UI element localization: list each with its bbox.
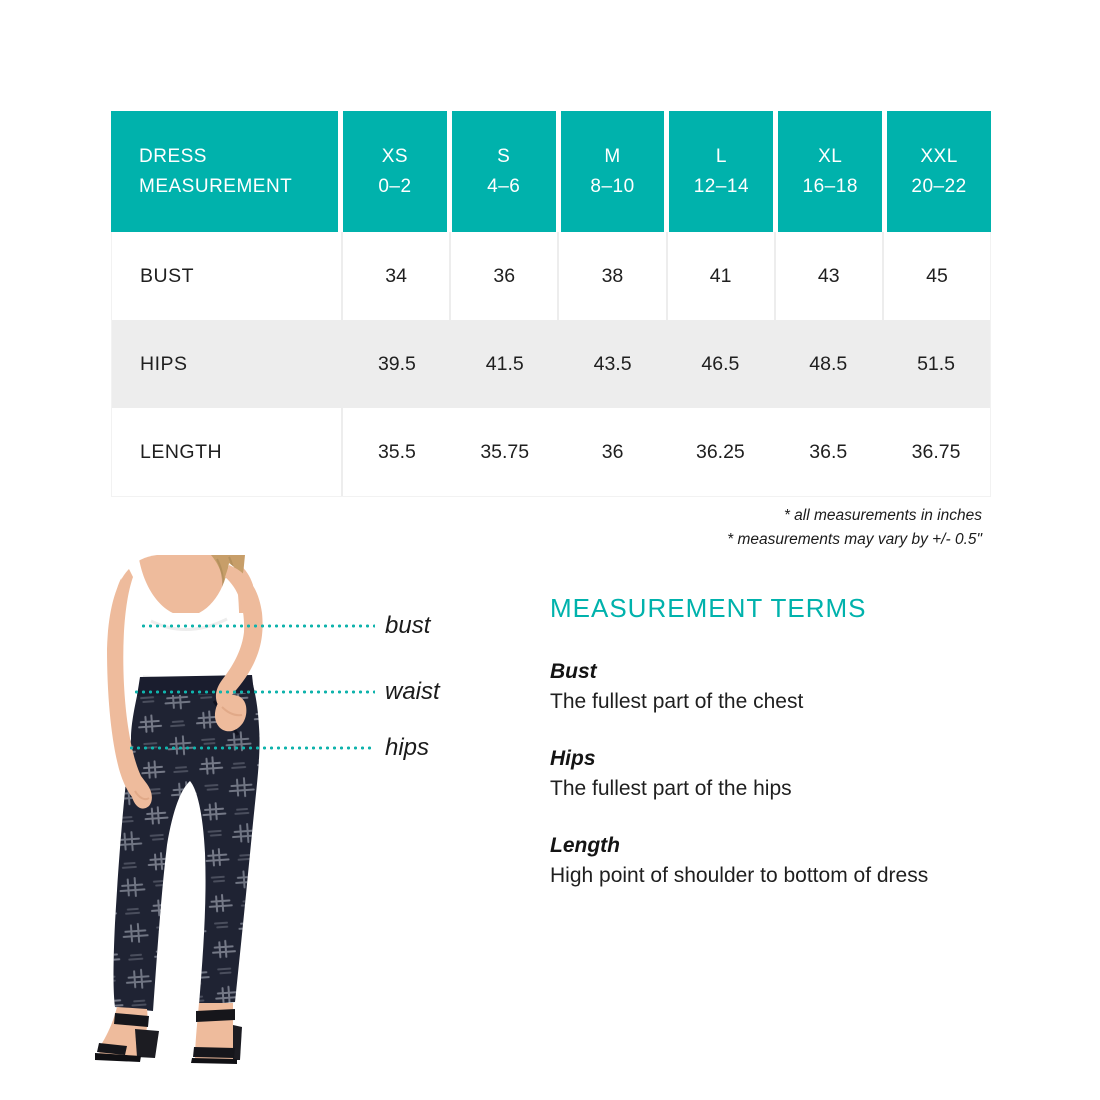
term-name: Hips	[550, 747, 596, 770]
cell-hips-xs: 39.5	[377, 352, 416, 375]
header-cell-size-xxl: XXL 20–22	[887, 111, 991, 232]
term-definition: The fullest part of the hips	[550, 777, 792, 800]
size-name: XL	[818, 145, 843, 167]
measurement-diagram: bust waist hips	[95, 555, 455, 1100]
cell-length-s: 35.75	[480, 440, 530, 463]
size-range: 20–22	[911, 175, 967, 197]
woman-figure-image	[95, 555, 263, 1064]
term-definition: The fullest part of the chest	[550, 690, 804, 713]
waist-dotted-line	[133, 690, 375, 694]
cell-hips-l: 46.5	[701, 352, 740, 375]
size-range: 8–10	[590, 175, 635, 197]
term-name: Bust	[550, 660, 597, 683]
size-chart-table: DRESS MEASUREMENT XS 0–2 S 4–6 M 8–10 L …	[111, 111, 991, 552]
size-chart-header-row: DRESS MEASUREMENT XS 0–2 S 4–6 M 8–10 L …	[111, 111, 991, 232]
header-label-line2: MEASUREMENT	[139, 175, 293, 197]
table-row-length: LENGTH 35.5 35.75 36 36.25 36.5 36.75	[112, 408, 990, 496]
header-cell-size-m: M 8–10	[560, 111, 670, 232]
table-row-bust: BUST 34 36 38 41 43 45	[112, 232, 990, 320]
cell-bust-l: 41	[668, 232, 776, 320]
size-range: 0–2	[378, 175, 412, 197]
size-name: XXL	[920, 145, 958, 167]
header-cell-size-l: L 12–14	[669, 111, 779, 232]
row-label: BUST	[112, 232, 343, 320]
header-label-line1: DRESS	[139, 145, 207, 167]
size-name: XS	[381, 145, 409, 167]
size-range: 16–18	[802, 175, 858, 197]
hips-line-label: hips	[385, 734, 430, 761]
measurement-terms-section: MEASUREMENT TERMS Bust The fullest part …	[550, 593, 1020, 918]
header-cell-dress-measurement: DRESS MEASUREMENT	[111, 111, 343, 232]
cell-length-xxl: 36.75	[911, 440, 961, 463]
cell-hips-xl: 48.5	[809, 352, 848, 375]
cell-bust-m: 38	[559, 232, 668, 320]
size-range: 4–6	[487, 175, 521, 197]
cell-hips-xxl: 51.5	[917, 352, 956, 375]
waist-line-label: waist	[385, 678, 440, 705]
term-group-bust: Bust The fullest part of the chest	[550, 657, 1020, 717]
terms-heading: MEASUREMENT TERMS	[550, 593, 867, 623]
size-name: L	[715, 145, 727, 167]
row-label: LENGTH	[112, 408, 343, 496]
table-footnotes: * all measurements in inches * measureme…	[111, 504, 991, 552]
cell-length-l: 36.25	[695, 440, 745, 463]
footnote-inches: * all measurements in inches	[783, 507, 982, 524]
footnote-variance: * measurements may vary by +/- 0.5"	[727, 531, 982, 548]
bust-line-label: bust	[385, 612, 431, 639]
header-cell-size-xs: XS 0–2	[343, 111, 452, 232]
term-group-length: Length High point of shoulder to bottom …	[550, 831, 1020, 891]
cell-bust-xs: 34	[343, 232, 452, 320]
term-name: Length	[550, 834, 620, 857]
size-name: M	[604, 145, 621, 167]
header-cell-size-s: S 4–6	[451, 111, 561, 232]
size-name: S	[497, 145, 511, 167]
table-row-hips: HIPS 39.5 41.5 43.5 46.5 48.5 51.5	[112, 320, 990, 408]
cell-hips-m: 43.5	[593, 352, 632, 375]
cell-length-xs: 35.5	[377, 440, 416, 463]
header-cell-size-xl: XL 16–18	[778, 111, 888, 232]
size-range: 12–14	[693, 175, 750, 197]
row-label: HIPS	[140, 352, 188, 375]
cell-hips-s: 41.5	[485, 352, 524, 375]
cell-bust-s: 36	[451, 232, 560, 320]
cell-bust-xxl: 45	[926, 264, 948, 287]
term-definition: High point of shoulder to bottom of dres…	[550, 864, 929, 887]
cell-length-m: 36	[601, 440, 624, 463]
bust-dotted-line	[140, 624, 375, 628]
cell-length-xl: 36.5	[809, 440, 848, 463]
term-group-hips: Hips The fullest part of the hips	[550, 744, 1020, 804]
hips-dotted-line	[128, 746, 375, 750]
cell-bust-xl: 43	[776, 232, 884, 320]
size-chart-body: BUST 34 36 38 41 43 45 HIPS 39.5 41.5 43…	[111, 232, 991, 497]
